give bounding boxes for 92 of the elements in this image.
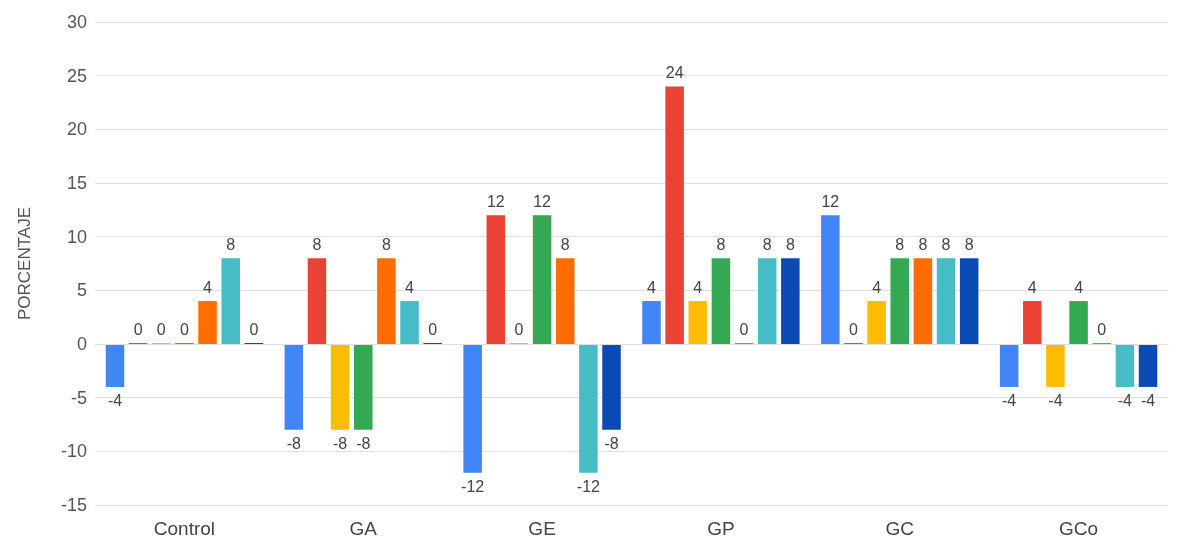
bar	[105, 344, 125, 387]
y-tick-label: -10	[60, 441, 87, 462]
data-label: 0	[1097, 320, 1107, 338]
bar	[1023, 301, 1042, 344]
data-label: 8	[762, 235, 772, 253]
data-label: 8	[918, 235, 928, 253]
x-tick-label: GC	[885, 518, 914, 538]
bar	[781, 258, 800, 344]
data-label: 8	[226, 235, 236, 253]
data-label: 12	[486, 192, 505, 210]
data-label: 8	[716, 235, 726, 253]
bar	[1046, 344, 1065, 387]
bar	[821, 215, 840, 344]
bar	[1115, 344, 1135, 387]
data-label: 4	[1074, 278, 1084, 296]
bar	[353, 344, 373, 430]
data-label: 0	[739, 320, 749, 338]
data-label: 8	[312, 235, 322, 253]
y-tick-label: 10	[66, 226, 87, 247]
bar	[284, 344, 304, 430]
y-tick-label: 25	[66, 65, 87, 86]
y-tick-label: 0	[76, 334, 87, 354]
data-label: -4	[1117, 392, 1133, 410]
y-tick-label: 30	[66, 12, 87, 32]
bar	[913, 258, 933, 344]
bar	[1138, 344, 1158, 387]
y-tick-label: -15	[60, 495, 87, 515]
data-label: -8	[332, 435, 348, 453]
data-label: 4	[405, 278, 415, 296]
data-label: -4	[1048, 392, 1063, 410]
bar	[579, 344, 598, 473]
data-label: 0	[514, 320, 524, 338]
data-label: 0	[133, 320, 143, 338]
bar	[532, 215, 552, 344]
data-label: 12	[533, 192, 552, 210]
y-axis-title: PORCENTAJE	[15, 206, 34, 321]
x-tick-label: GCo	[1059, 518, 1099, 538]
data-label: -8	[286, 435, 302, 453]
data-label: 0	[156, 320, 166, 338]
bar	[867, 301, 886, 344]
data-label: 12	[821, 192, 840, 210]
x-tick-label: GA	[349, 518, 378, 538]
bar	[602, 344, 621, 430]
bar	[463, 344, 482, 473]
bar	[999, 344, 1019, 387]
bar	[688, 301, 708, 344]
data-label: -8	[356, 435, 371, 453]
bar	[642, 301, 661, 344]
data-label: 8	[964, 235, 974, 253]
data-label: 0	[179, 320, 189, 338]
bar	[1069, 301, 1088, 344]
x-tick-label: GP	[707, 518, 735, 538]
bar	[330, 344, 350, 430]
bar	[890, 258, 910, 344]
data-label: 0	[849, 320, 859, 338]
data-label: -4	[107, 392, 123, 410]
data-label: 8	[381, 235, 391, 253]
data-label: 24	[665, 63, 684, 81]
bar	[959, 258, 979, 344]
x-tick-label: Control	[153, 518, 216, 538]
data-label: 4	[647, 278, 657, 296]
bar	[757, 258, 777, 344]
data-label: 4	[203, 278, 213, 296]
data-label: 8	[560, 235, 570, 253]
data-label: -4	[1002, 392, 1017, 410]
y-tick-label: 20	[66, 119, 87, 140]
data-label: 4	[1027, 278, 1037, 296]
data-label: -8	[604, 435, 619, 453]
bar	[377, 258, 396, 344]
bar	[307, 258, 327, 344]
bar	[665, 86, 684, 344]
y-tick-label: -5	[70, 387, 87, 408]
bar	[486, 215, 506, 344]
data-label: -12	[576, 478, 601, 496]
data-label: 0	[249, 320, 259, 338]
data-label: -4	[1140, 392, 1156, 410]
y-tick-label: 15	[66, 173, 87, 193]
data-label: 8	[941, 235, 951, 253]
bar	[555, 258, 575, 344]
bar	[711, 258, 731, 344]
data-label: 8	[785, 235, 795, 253]
x-tick-label: GE	[528, 518, 556, 538]
bar	[221, 258, 240, 344]
data-label: 0	[428, 320, 438, 338]
data-label: 4	[693, 278, 703, 296]
data-label: 8	[895, 235, 905, 253]
data-label: -12	[461, 478, 485, 496]
bar	[198, 301, 217, 344]
y-tick-label: 5	[76, 280, 87, 301]
data-label: 4	[872, 278, 882, 296]
bar	[936, 258, 956, 344]
bar	[400, 301, 419, 344]
